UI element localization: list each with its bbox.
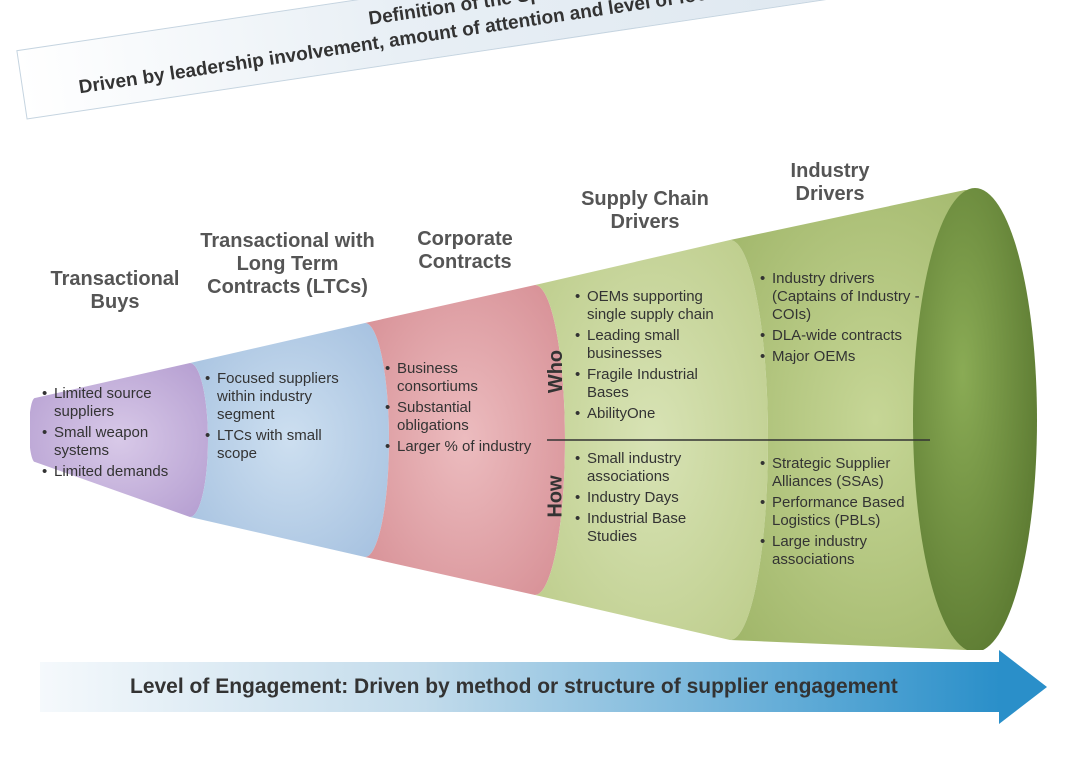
list-item: Small weapon systems — [42, 424, 187, 460]
bottom-arrow-text: Level of Engagement: Driven by method or… — [130, 675, 898, 699]
top-arrow-body: Definition of the Spectrum: Driven by le… — [16, 0, 966, 120]
list-item: OEMs supporting single supply chain — [575, 288, 735, 324]
list-item: Larger % of industry — [385, 438, 535, 456]
list-item: DLA-wide contracts — [760, 327, 930, 345]
bottom-arrow: Level of Engagement: Driven by method or… — [40, 662, 1050, 712]
list-item: Focused suppliers within industry segmen… — [205, 370, 365, 424]
seg3-bullets: Business consortiums Substantial obligat… — [385, 360, 535, 459]
bottom-arrow-head-icon — [999, 650, 1047, 724]
list-item: Fragile Industrial Bases — [575, 366, 735, 402]
list-item: Limited source suppliers — [42, 385, 187, 421]
seg2-title: Transactional with Long Term Contracts (… — [195, 230, 380, 299]
list-item: Major OEMs — [760, 348, 930, 366]
how-label: How — [545, 475, 568, 517]
seg1-title: Transactional Buys — [40, 268, 190, 314]
top-arrow: Definition of the Spectrum: Driven by le… — [10, 0, 1028, 139]
top-arrow-line2: Driven by leadership involvement, amount… — [77, 0, 908, 98]
seg4-title: Supply Chain Drivers — [560, 188, 730, 234]
list-item: Leading small businesses — [575, 327, 735, 363]
list-item: Industry Days — [575, 489, 735, 507]
list-item: Substantial obligations — [385, 399, 535, 435]
list-item: AbilityOne — [575, 405, 735, 423]
cone-cap — [913, 188, 1037, 650]
seg5-who-bullets: Industry drivers (Captains of Industry -… — [760, 270, 930, 369]
list-item: LTCs with small scope — [205, 427, 365, 463]
list-item: Industrial Base Studies — [575, 510, 735, 546]
seg5-title: Industry Drivers — [755, 160, 905, 206]
seg5-how-bullets: Strategic Supplier Alliances (SSAs) Perf… — [760, 455, 930, 572]
seg4-who-bullets: OEMs supporting single supply chain Lead… — [575, 288, 735, 426]
list-item: Limited demands — [42, 463, 187, 481]
top-arrow-text: Definition of the Spectrum: Driven by le… — [74, 0, 909, 101]
list-item: Small industry associations — [575, 450, 735, 486]
bottom-arrow-body: Level of Engagement: Driven by method or… — [40, 662, 1000, 712]
seg2-bullets: Focused suppliers within industry segmen… — [205, 370, 365, 466]
seg4-how-bullets: Small industry associations Industry Day… — [575, 450, 735, 549]
list-item: Performance Based Logistics (PBLs) — [760, 494, 930, 530]
who-label: Who — [545, 350, 568, 393]
infographic-canvas: Definition of the Spectrum: Driven by le… — [0, 0, 1088, 777]
cone-diagram: Transactional Buys Transactional with Lo… — [30, 170, 1058, 650]
list-item: Business consortiums — [385, 360, 535, 396]
list-item: Strategic Supplier Alliances (SSAs) — [760, 455, 930, 491]
list-item: Large industry associations — [760, 533, 930, 569]
seg1-bullets: Limited source suppliers Small weapon sy… — [42, 385, 187, 484]
seg3-title: Corporate Contracts — [385, 228, 545, 274]
list-item: Industry drivers (Captains of Industry -… — [760, 270, 930, 324]
